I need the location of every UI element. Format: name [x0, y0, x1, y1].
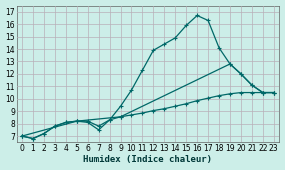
X-axis label: Humidex (Indice chaleur): Humidex (Indice chaleur): [84, 155, 212, 164]
